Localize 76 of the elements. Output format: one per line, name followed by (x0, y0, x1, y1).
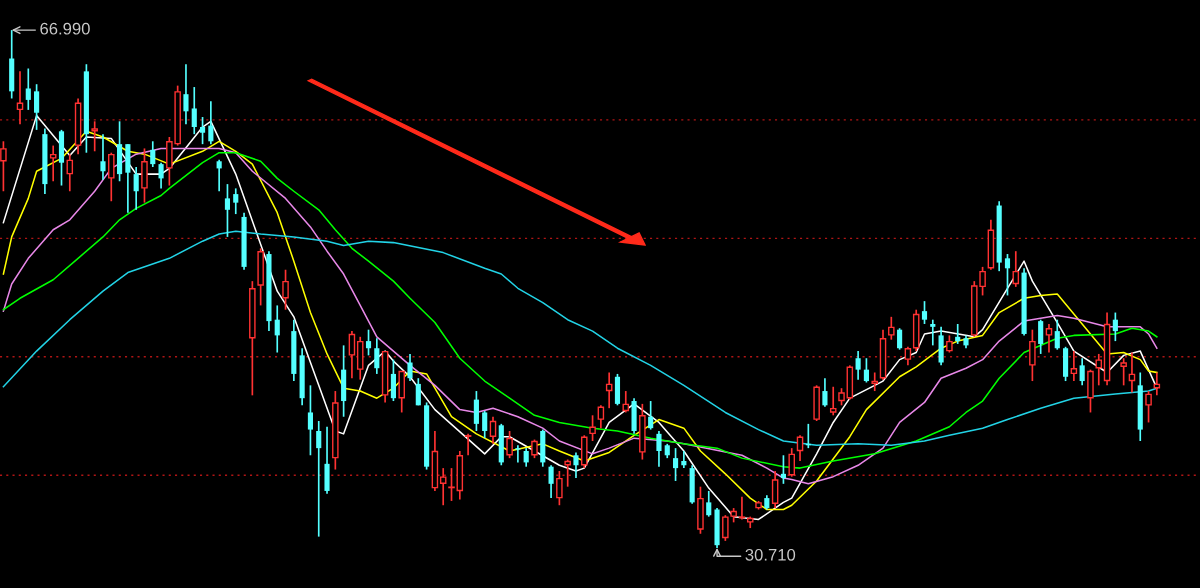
candlestick (871, 371, 878, 392)
candlestick (374, 337, 380, 375)
candlestick (407, 353, 413, 382)
candlestick (282, 268, 289, 311)
candlestick (556, 470, 563, 507)
candlestick (1045, 323, 1053, 354)
annotation: 30.710 (745, 548, 796, 561)
candlestick (316, 420, 322, 538)
candlestick (108, 151, 115, 203)
candlestick (482, 410, 488, 439)
candlestick (415, 377, 421, 407)
candlestick (506, 430, 513, 459)
candlestick (224, 183, 231, 238)
candlestick (34, 83, 40, 131)
candlestick (648, 400, 654, 431)
candlestick (1120, 357, 1127, 387)
candlestick (1012, 250, 1020, 288)
annotation: 66.990 (40, 22, 90, 35)
candlestick (573, 451, 579, 479)
candlestick (25, 67, 31, 111)
candlestick (307, 384, 314, 457)
candlestick (622, 390, 630, 414)
candlestick (1145, 390, 1152, 424)
candlestick (464, 433, 472, 457)
candlestick (855, 350, 861, 381)
candlestick (904, 345, 912, 367)
candlestick (589, 414, 596, 442)
candlestick (1079, 357, 1085, 387)
candlestick (439, 467, 447, 507)
candlestick (100, 133, 106, 181)
candlestick (191, 86, 197, 135)
candlestick (158, 161, 164, 190)
candlestick (921, 300, 928, 325)
candlestick (822, 377, 828, 408)
candlestick (1029, 328, 1036, 382)
candlestick (1038, 318, 1044, 355)
candlestick (738, 495, 746, 521)
candlestick (1112, 311, 1118, 342)
candlestick (597, 404, 605, 429)
candlestick (208, 100, 214, 145)
candlestick (0, 140, 7, 193)
candlestick (183, 63, 189, 126)
candlestick (489, 415, 497, 445)
candlestick (829, 385, 837, 417)
candlestick (216, 159, 222, 193)
candlestick (91, 120, 98, 153)
candlestick (348, 330, 356, 380)
candlestick (1054, 318, 1060, 351)
candlestick (274, 304, 280, 354)
candlestick (681, 450, 687, 469)
candlestick (780, 454, 786, 485)
candlestick (531, 438, 538, 459)
candlestick (150, 140, 156, 168)
candlestick (548, 464, 554, 499)
candlestick (897, 327, 903, 351)
candlestick (365, 328, 372, 357)
candlestick (233, 187, 239, 215)
candlestick (564, 458, 571, 488)
candlestick (930, 318, 936, 347)
candlestick (706, 490, 712, 518)
candlestick (49, 144, 57, 183)
candlestick (863, 357, 869, 384)
candlestick (515, 444, 521, 464)
candlestick (1070, 350, 1078, 382)
candlestick (888, 315, 895, 341)
candlestick (523, 447, 529, 468)
candlestick (955, 323, 961, 345)
candlestick (656, 430, 662, 468)
candlestick (1004, 253, 1011, 297)
candlestick (1095, 353, 1103, 387)
candlestick (199, 116, 206, 145)
candlestick (672, 447, 679, 482)
candlestick (448, 467, 455, 502)
candlestick (771, 470, 779, 509)
candlestick (133, 166, 139, 211)
candlestick (788, 447, 795, 478)
